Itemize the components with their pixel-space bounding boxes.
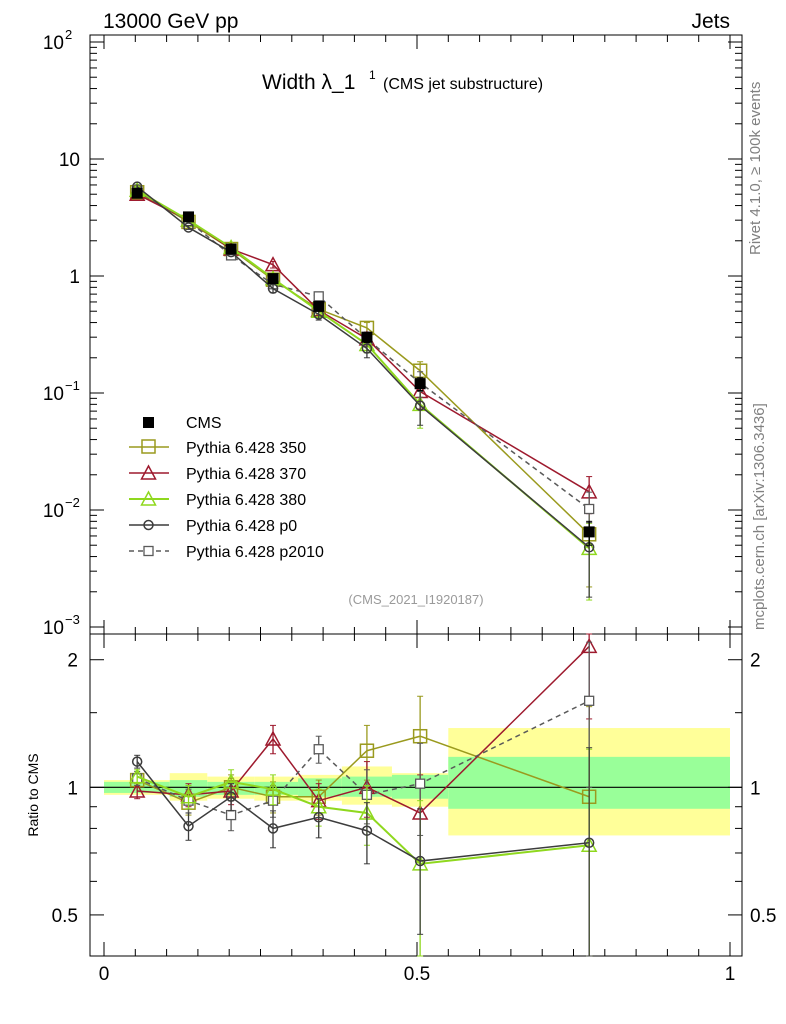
ratio-ytick-label-right-2: 0.5	[750, 906, 776, 927]
plot-title: Width λ_1 1 (CMS jet substructure)	[262, 68, 543, 94]
main-point-p0-1	[183, 222, 194, 233]
ratio-ylabel: Ratio to CMS	[25, 753, 41, 836]
ratio-point-p2010-4	[313, 744, 324, 755]
main-ytick-label-1: 10	[59, 150, 80, 171]
ratio-point-p350-6	[412, 728, 428, 744]
main-point-p0-6	[414, 400, 426, 411]
ratio-point-p2010-7	[584, 695, 595, 706]
main-point-cms-0	[131, 187, 143, 199]
ratio-point-p0-2	[225, 791, 237, 803]
ratio-point-p0-0	[131, 756, 143, 767]
main-ytick-exp-4: −2	[65, 495, 80, 510]
ratio-point-p370-0	[128, 782, 146, 798]
x-tick-label-1: 0.5	[404, 964, 430, 985]
main-point-p2010-7	[584, 503, 595, 515]
ratio-ytick-label-left-1: 1	[67, 778, 78, 799]
title-suffix: (CMS jet substructure)	[383, 76, 543, 93]
header-right-label: Jets	[691, 10, 730, 33]
ratio-point-p380-0	[128, 768, 146, 784]
main-point-p2010-4	[313, 291, 324, 302]
main-ytick-label-5: 10	[43, 618, 64, 639]
main-ytick-exp-5: −3	[65, 612, 80, 627]
ratio-point-p0-1	[183, 820, 194, 832]
ratio-plot-frame	[89, 633, 743, 957]
legend-marker-p370	[140, 464, 157, 480]
main-line-p2010	[136, 190, 590, 510]
ratio-point-p2010-2	[225, 809, 237, 821]
rivet-label: Rivet 4.1.0, ≥ 100k events	[747, 82, 764, 255]
main-point-cms-1	[183, 211, 195, 223]
ratio-point-p0-6	[414, 855, 426, 867]
main-ytick-label-4: 10	[43, 501, 64, 522]
legend-marker-p380	[140, 490, 157, 506]
main-axes	[89, 34, 743, 957]
legend-label-cms: CMS	[186, 415, 222, 432]
title-main: Width λ_1	[262, 71, 355, 94]
x-tick-label-2: 1	[725, 964, 736, 985]
x-tick-label-0: 0	[99, 964, 110, 985]
legend-label-p370: Pythia 6.428 370	[186, 466, 306, 483]
legend-label-p380: Pythia 6.428 380	[186, 492, 306, 509]
ratio-point-p0-7	[583, 837, 595, 849]
main-point-cms-6	[414, 378, 426, 390]
legend-marker-p350	[141, 439, 156, 454]
mcplots-label: mcplots.cern.ch [arXiv:1306.3436]	[751, 403, 768, 630]
main-ytick-exp-0: 2	[65, 27, 72, 42]
ratio-ytick-label-left-2: 0.5	[52, 906, 78, 927]
legend-label-p2010: Pythia 6.428 p2010	[186, 544, 324, 561]
main-series-cms	[131, 187, 595, 546]
header-left-label: 13000 GeV pp	[103, 10, 238, 33]
main-ytick-label-0: 10	[43, 33, 64, 54]
ratio-point-p350-5	[359, 743, 375, 758]
legend-label-p350: Pythia 6.428 350	[186, 440, 306, 457]
ratio-point-p2010-6	[414, 778, 426, 789]
main-point-cms-2	[225, 243, 237, 255]
ratio-point-p0-3	[267, 823, 279, 834]
main-ytick-exp-3: −1	[65, 378, 80, 393]
ratio-series-p0	[131, 747, 595, 957]
legend-label-p0: Pythia 6.428 p0	[186, 518, 297, 535]
ratio-point-p370-3	[264, 730, 282, 746]
main-series-layer	[128, 181, 598, 601]
main-ytick-label-3: 10	[43, 384, 64, 405]
legend-marker-cms	[143, 417, 154, 428]
ratio-line-p0	[136, 761, 590, 862]
ratio-ytick-label-right-1: 1	[750, 778, 761, 799]
main-point-cms-5	[361, 331, 373, 343]
main-series-p380	[128, 181, 598, 601]
main-point-cms-3	[267, 273, 279, 285]
main-point-p0-5	[361, 343, 373, 354]
ratio-series-layer	[128, 633, 598, 957]
main-point-p0-3	[267, 283, 279, 294]
legend-marker-p2010	[143, 545, 154, 557]
ratio-point-p0-4	[313, 811, 324, 823]
legend-marker-p0	[143, 519, 154, 531]
main-line-p380	[136, 189, 590, 550]
main-ytick-label-2: 1	[69, 267, 80, 288]
ratio-ytick-label-right-0: 2	[750, 651, 761, 672]
ratio-point-p380-1	[180, 788, 197, 804]
main-line-p0	[136, 186, 590, 548]
ratio-ytick-label-left-0: 2	[67, 651, 78, 672]
main-point-cms-7	[583, 526, 595, 538]
ratio-point-p380-3	[264, 780, 282, 796]
main-point-cms-4	[313, 300, 325, 312]
title-superscript: 1	[369, 68, 376, 82]
ratio-point-p0-5	[361, 825, 373, 836]
legend: CMS Pythia 6.428 350 Pythia 6.428 370 Py…	[129, 415, 324, 561]
analysis-id: (CMS_2021_I1920187)	[348, 592, 483, 607]
